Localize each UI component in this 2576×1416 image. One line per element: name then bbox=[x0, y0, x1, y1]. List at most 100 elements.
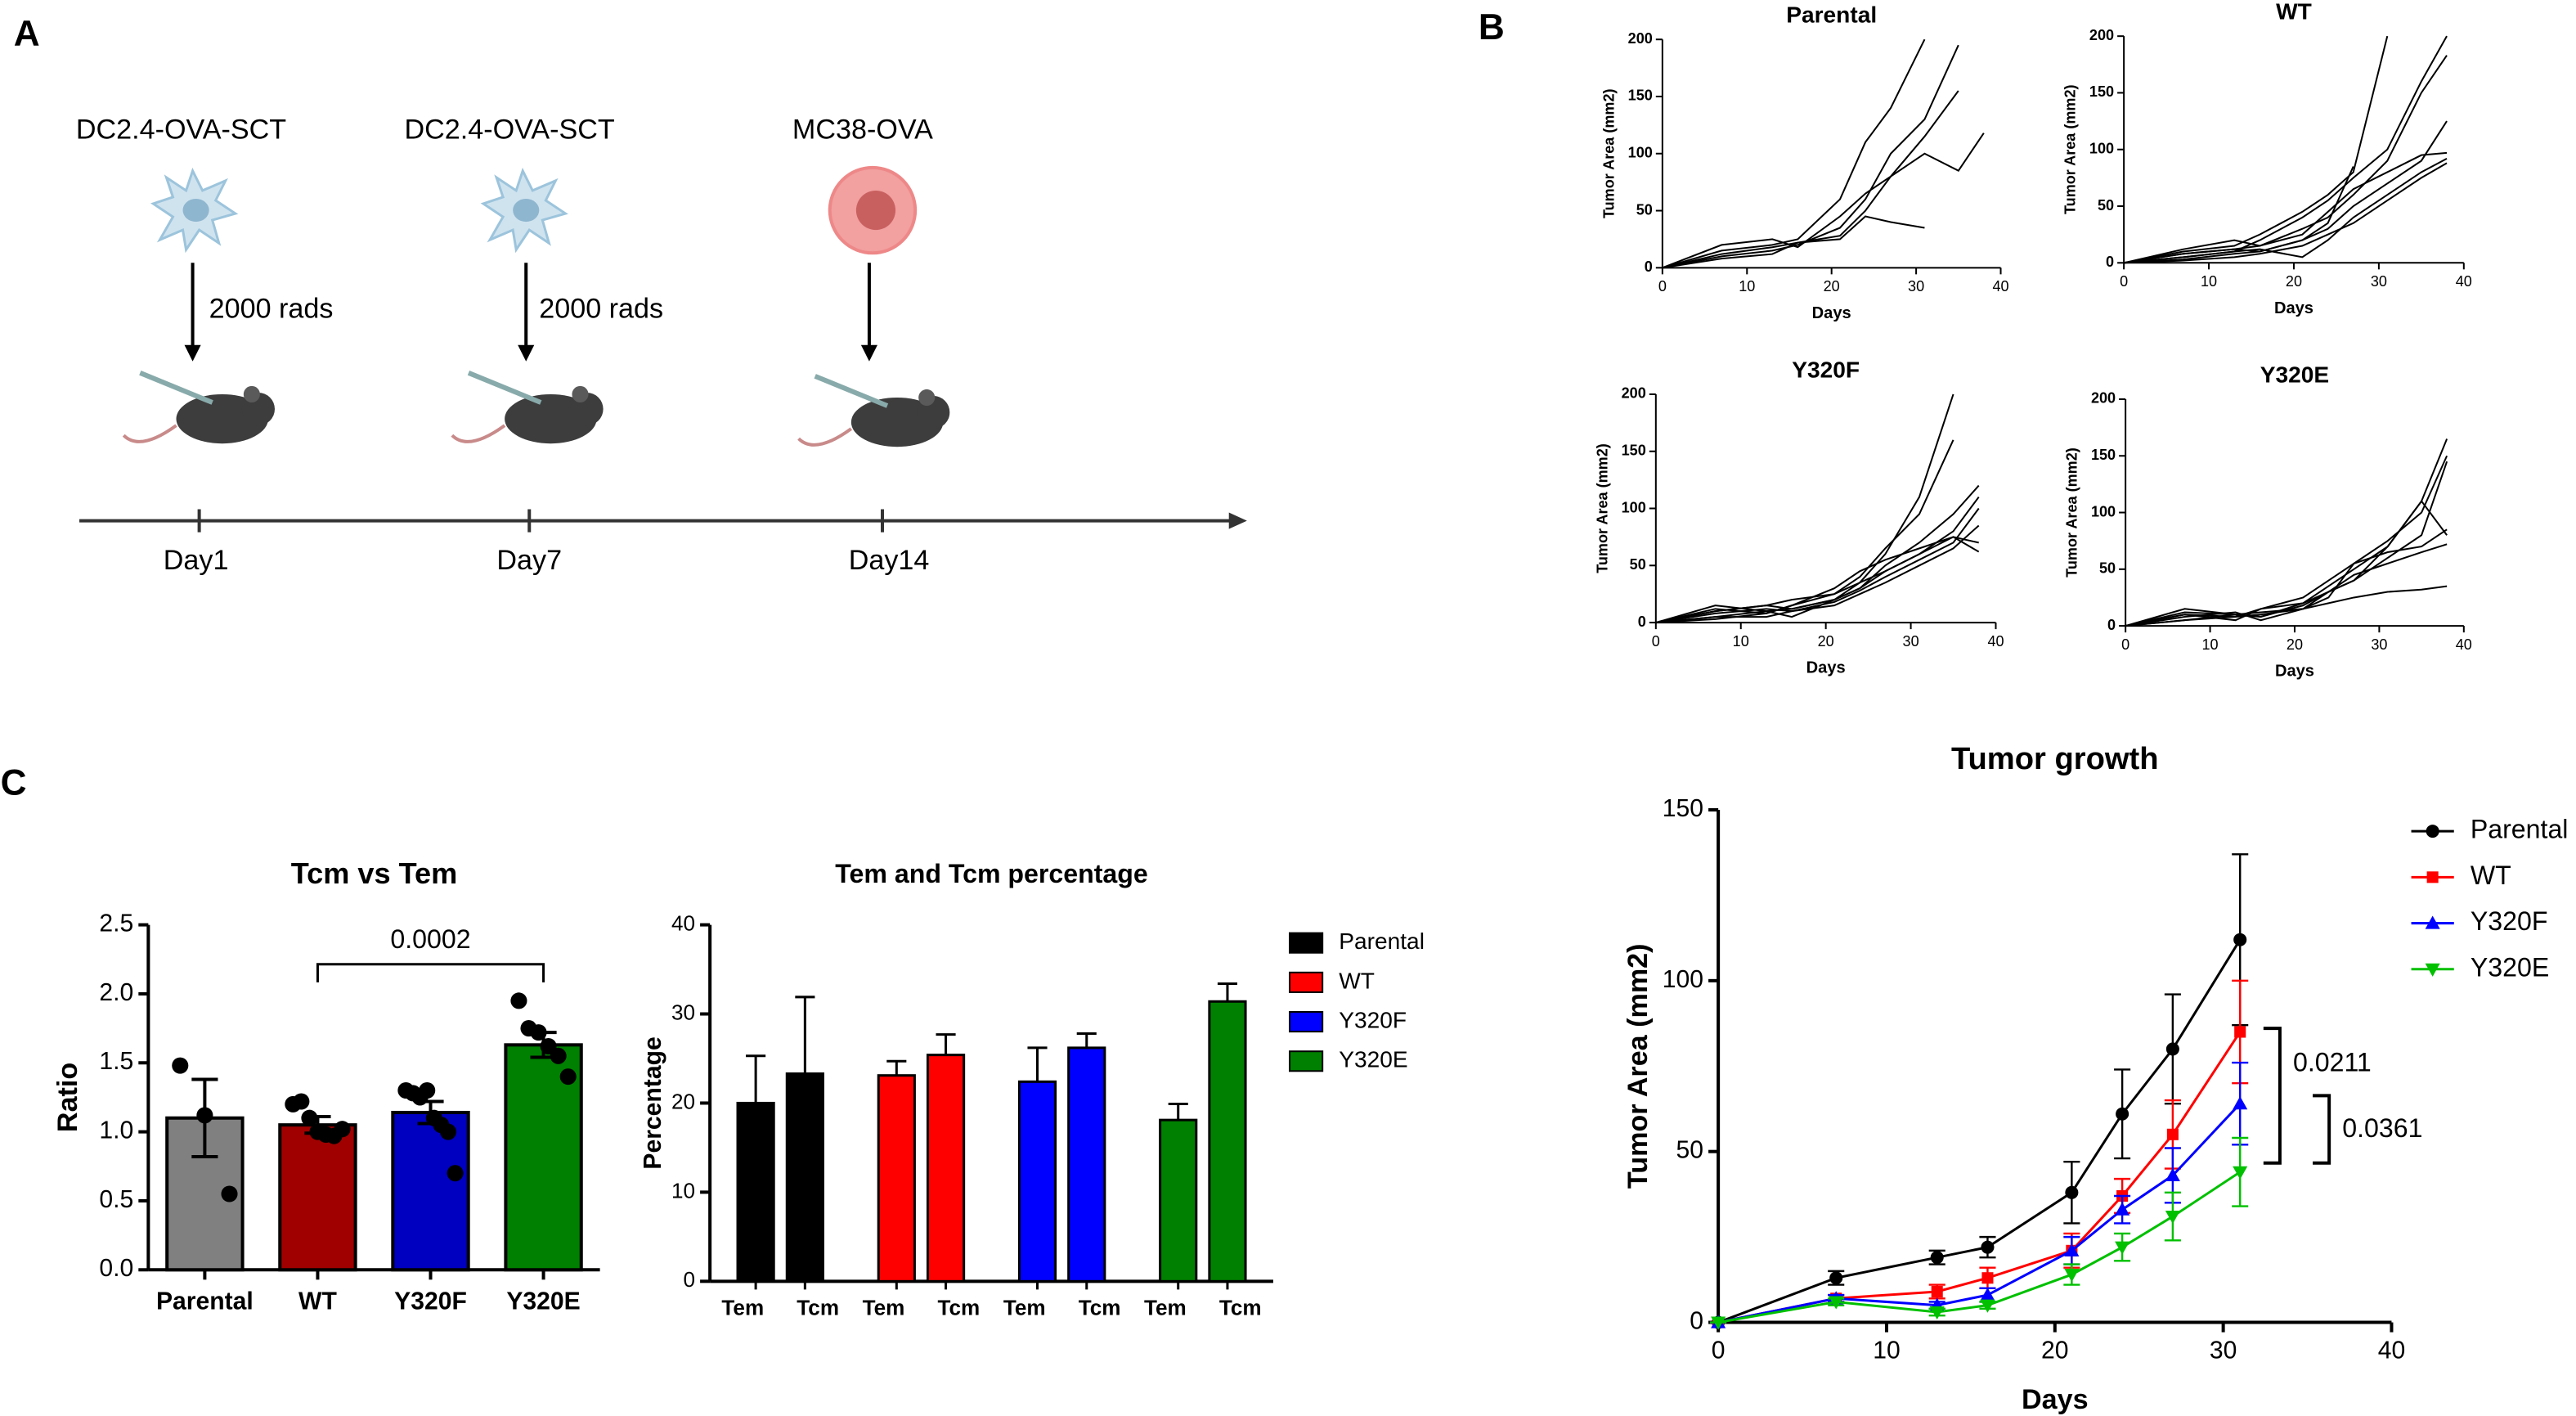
bar bbox=[1208, 1000, 1247, 1283]
y-tick-label: 0 bbox=[2106, 254, 2114, 270]
x-axis-label: Days bbox=[2274, 299, 2313, 317]
legend-label: Parental bbox=[2471, 815, 2569, 844]
chart-title: WT bbox=[2276, 0, 2312, 24]
y-tick-label: 100 bbox=[2089, 141, 2114, 157]
data-point bbox=[510, 992, 527, 1009]
marker bbox=[1930, 1251, 1944, 1265]
series-line bbox=[1717, 1031, 2242, 1324]
series-line bbox=[1662, 90, 1959, 269]
x-tick-label: 10 bbox=[1733, 633, 1749, 650]
marker bbox=[1981, 1240, 1995, 1254]
series-line bbox=[2123, 35, 2389, 264]
x-tick-label: 20 bbox=[2286, 273, 2302, 290]
dose-label: 2000 rads bbox=[209, 294, 334, 325]
series-line bbox=[2125, 455, 2448, 627]
y-tick-label: 0.5 bbox=[99, 1186, 133, 1213]
marker bbox=[2233, 933, 2247, 946]
y-tick-label: 40 bbox=[671, 910, 695, 935]
y-tick-label: 10 bbox=[671, 1178, 695, 1202]
day-label: Day1 bbox=[164, 545, 229, 576]
series-line bbox=[2125, 461, 2448, 627]
x-axis-label: Days bbox=[1812, 304, 1851, 322]
y-tick-label: 100 bbox=[2091, 503, 2116, 519]
x-tick-label: Tcm bbox=[1219, 1295, 1262, 1319]
series-line bbox=[1655, 507, 1980, 624]
bar bbox=[1067, 1046, 1106, 1283]
bracket bbox=[2263, 1027, 2282, 1165]
x-tick-label: 30 bbox=[2371, 636, 2387, 653]
series-line bbox=[1717, 1171, 2242, 1324]
x-tick-label: 10 bbox=[2202, 636, 2219, 653]
series-line bbox=[2123, 166, 2354, 264]
y-tick-label: 2.0 bbox=[99, 979, 133, 1006]
y-axis-label: Tumor Area (mm2) bbox=[1622, 943, 1654, 1189]
x-axis-label: Days bbox=[1806, 659, 1846, 677]
x-tick-label: Tem bbox=[1144, 1295, 1187, 1319]
cell-label: DC2.4-OVA-SCT bbox=[76, 115, 286, 146]
x-tick-label: 30 bbox=[2371, 273, 2387, 290]
bar bbox=[391, 1110, 470, 1272]
x-tick-label: 0 bbox=[1658, 278, 1667, 294]
data-point bbox=[196, 1107, 213, 1124]
marker bbox=[1980, 1288, 1995, 1301]
bar bbox=[736, 1101, 775, 1283]
marker bbox=[2165, 1211, 2180, 1225]
legend-swatch bbox=[1289, 932, 1324, 954]
data-point bbox=[439, 1123, 457, 1140]
series-line bbox=[2124, 162, 2448, 264]
y-tick-label: 100 bbox=[1628, 145, 1653, 161]
legend-label: Y320F bbox=[1339, 1007, 1407, 1032]
y-tick-label: 0 bbox=[1638, 614, 1646, 630]
marker bbox=[2233, 1166, 2248, 1180]
x-tick-label: 40 bbox=[2456, 636, 2472, 653]
x-tick-label: 30 bbox=[1908, 278, 1924, 294]
y-tick-label: 0 bbox=[1645, 258, 1653, 275]
x-tick-label: 40 bbox=[1987, 633, 2004, 650]
series-line bbox=[2123, 151, 2448, 264]
day-label: Day14 bbox=[849, 545, 930, 576]
legend-marker bbox=[2425, 963, 2440, 977]
x-tick-label: 10 bbox=[2201, 273, 2217, 290]
legend-label: Parental bbox=[1339, 928, 1425, 954]
x-tick-label: Tem bbox=[721, 1295, 764, 1319]
data-point bbox=[559, 1068, 577, 1086]
x-tick-label: 40 bbox=[2456, 273, 2472, 290]
dose-label: 2000 rads bbox=[539, 294, 663, 325]
marker bbox=[2115, 1202, 2130, 1216]
marker bbox=[1929, 1306, 1945, 1320]
series-line bbox=[1662, 44, 1959, 269]
y-tick-label: 100 bbox=[1663, 966, 1703, 993]
x-tick-label: 0 bbox=[1652, 633, 1660, 650]
x-tick-label: Y320F bbox=[394, 1288, 467, 1315]
y-tick-label: 150 bbox=[1622, 442, 1646, 458]
y-tick-label: 50 bbox=[2099, 560, 2116, 577]
y-axis-label: Tumor Area (mm2) bbox=[1594, 443, 1610, 573]
legend-swatch bbox=[1289, 1050, 1324, 1072]
series-line bbox=[1662, 133, 1985, 269]
y-axis-label: Tumor Area (mm2) bbox=[2064, 447, 2080, 578]
data-point bbox=[419, 1081, 436, 1099]
annotation: 0.0361 bbox=[2342, 1113, 2422, 1143]
x-tick-label: 20 bbox=[2041, 1337, 2069, 1364]
series-line bbox=[2125, 499, 2448, 627]
series-line bbox=[1655, 536, 1980, 624]
error-bar bbox=[886, 1059, 907, 1076]
marker bbox=[1711, 1316, 1726, 1330]
cell-label: DC2.4-OVA-SCT bbox=[405, 115, 615, 146]
legend-label: WT bbox=[1339, 968, 1375, 993]
legend-label: WT bbox=[2471, 861, 2511, 890]
error-bar bbox=[1168, 1103, 1188, 1121]
panel-label: B bbox=[1479, 7, 1505, 47]
x-axis-label: Days bbox=[2022, 1384, 2089, 1415]
x-tick-label: 10 bbox=[1739, 278, 1755, 294]
diagram-art bbox=[79, 165, 1247, 533]
marker bbox=[1829, 1296, 1844, 1310]
data-point bbox=[221, 1185, 238, 1202]
marker bbox=[1981, 1272, 1994, 1284]
legend-marker bbox=[2425, 915, 2440, 929]
bar bbox=[877, 1074, 916, 1283]
x-axis-label: Days bbox=[2275, 663, 2314, 681]
x-tick-label: Tem bbox=[1003, 1295, 1046, 1319]
y-tick-label: 200 bbox=[2089, 27, 2114, 43]
